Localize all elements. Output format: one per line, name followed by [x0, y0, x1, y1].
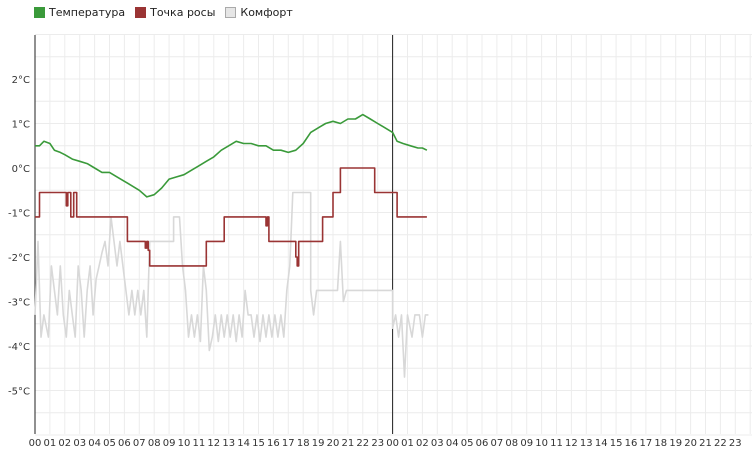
x-tick-label: 14: [237, 438, 250, 449]
legend-swatch-comfort: [225, 6, 237, 18]
x-tick-label: 21: [342, 438, 355, 449]
legend: Температура Точка росы Комфорт: [0, 0, 293, 24]
x-tick-label: 10: [178, 438, 191, 449]
x-tick-label: 14: [595, 438, 608, 449]
y-tick-label: -2°C: [8, 253, 30, 264]
x-tick-label: 08: [505, 438, 518, 449]
x-tick-label: 23: [371, 438, 384, 449]
legend-label-dew-point: Точка росы: [150, 5, 216, 19]
x-tick-label: 22: [356, 438, 369, 449]
x-tick-label: 18: [654, 438, 667, 449]
x-tick-label: 20: [327, 438, 340, 449]
x-tick-label: 17: [282, 438, 295, 449]
x-tick-label: 11: [550, 438, 563, 449]
x-tick-label: 12: [207, 438, 220, 449]
x-tick-label: 18: [297, 438, 310, 449]
x-tick-label: 01: [401, 438, 414, 449]
x-tick-label: 00: [386, 438, 399, 449]
legend-swatch-dew-point: [135, 6, 147, 18]
x-tick-label: 03: [73, 438, 86, 449]
x-tick-label: 13: [580, 438, 593, 449]
y-tick-label: 1°C: [12, 120, 30, 131]
x-tick-label: 22: [714, 438, 727, 449]
x-tick-label: 23: [729, 438, 742, 449]
y-tick-label: -4°C: [8, 342, 30, 353]
y-tick-label: 2°C: [12, 75, 30, 86]
x-tick-label: 05: [103, 438, 116, 449]
x-tick-label: 07: [491, 438, 504, 449]
legend-item-dew-point[interactable]: Точка росы: [135, 6, 215, 19]
x-tick-label: 19: [312, 438, 325, 449]
x-tick-label: 03: [431, 438, 444, 449]
grid: [34, 34, 752, 436]
y-tick-label: -3°C: [8, 298, 30, 309]
x-tick-label: 06: [476, 438, 489, 449]
x-tick-label: 15: [610, 438, 623, 449]
legend-label-temperature: Температура: [49, 5, 126, 19]
x-tick-label: 06: [118, 438, 131, 449]
x-tick-label: 13: [222, 438, 235, 449]
x-tick-label: 00: [29, 438, 42, 449]
series-line-temperature: [35, 113, 428, 198]
x-tick-label: 16: [625, 438, 638, 449]
x-tick-label: 10: [535, 438, 548, 449]
x-tick-label: 11: [193, 438, 206, 449]
legend-label-comfort: Комфорт: [240, 5, 293, 19]
legend-item-comfort[interactable]: Комфорт: [225, 5, 293, 19]
x-tick-label: 07: [133, 438, 146, 449]
y-tick-label: -5°C: [8, 387, 30, 398]
x-tick-label: 05: [461, 438, 474, 449]
axes: 2°C1°C0°C-1°C-2°C-3°C-4°C-5°C00 01 02 03 04 0…: [8, 35, 742, 449]
legend-swatch-temperature: [34, 6, 45, 18]
x-tick-label: 12: [565, 438, 578, 449]
x-tick-label: 15: [252, 438, 265, 449]
series-line-comfort: [34, 191, 429, 378]
x-tick-label: 02: [58, 438, 71, 449]
x-tick-label: 19: [669, 438, 682, 449]
x-tick-label: 17: [640, 438, 653, 449]
y-tick-label: 0°C: [12, 164, 30, 175]
x-tick-label: 08: [148, 438, 161, 449]
x-tick-label: 04: [88, 438, 101, 449]
y-tick-label: -1°C: [8, 209, 30, 220]
x-tick-label: 04: [446, 438, 459, 449]
x-tick-label: 16: [267, 438, 280, 449]
x-tick-label: 09: [520, 438, 533, 449]
x-tick-label: 21: [699, 438, 712, 449]
x-tick-label: 20: [684, 438, 697, 449]
legend-item-temperature[interactable]: Температура: [34, 6, 125, 19]
x-tick-label: 01: [44, 438, 57, 449]
x-tick-label: 02: [416, 438, 429, 449]
series-layer: [34, 113, 429, 378]
series-line-dew-point: [35, 167, 427, 267]
x-tick-label: 09: [163, 438, 176, 449]
